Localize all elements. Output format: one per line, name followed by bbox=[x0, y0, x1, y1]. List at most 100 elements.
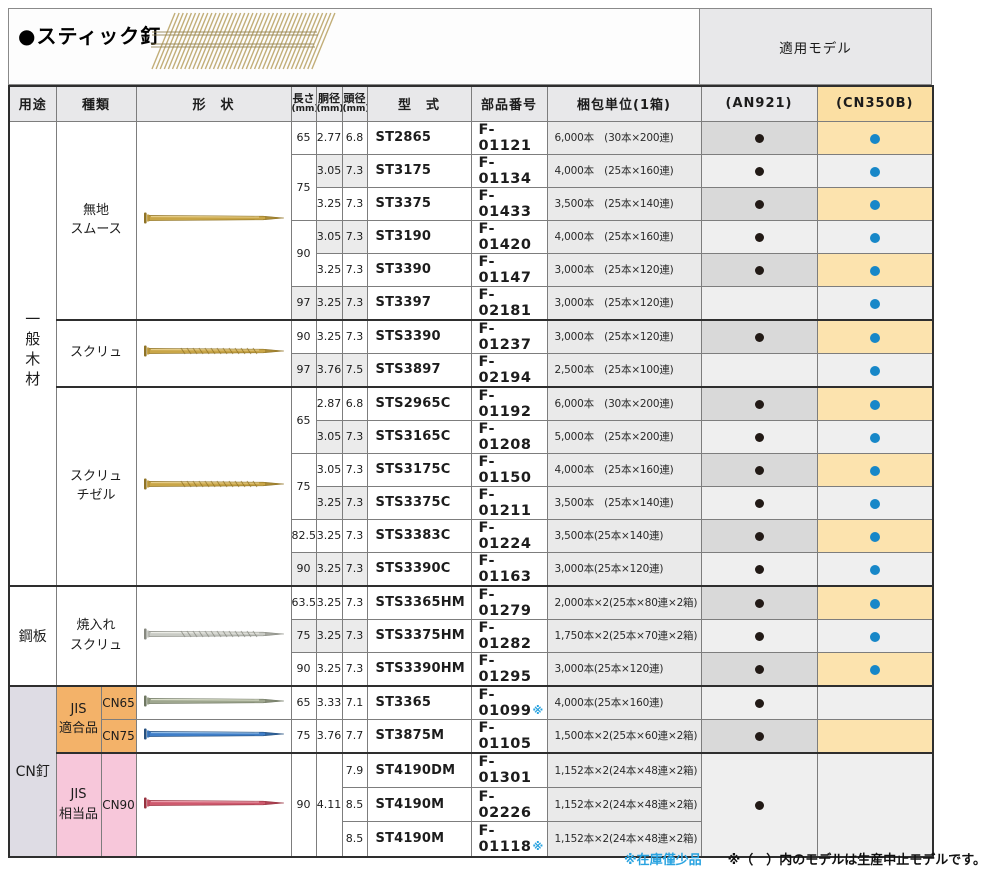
cn350b-dot bbox=[869, 432, 880, 443]
table-row: JIS 相当品 CN90 90 4.11 7.9 ST4190DM F-01301 1,152本… bbox=[9, 751, 934, 858]
usage-cell: 鋼板 bbox=[8, 584, 57, 686]
part-no-cell: F-01105 bbox=[470, 718, 548, 753]
packing-cell: 3,000本 (25本×120連) bbox=[546, 252, 702, 287]
model-cell: STS3897 bbox=[366, 352, 472, 387]
table-row: 75 3.25 7.3 STS3375HM F-01282 1,750本×2(25本×70… bbox=[9, 618, 934, 653]
cn350b-cell bbox=[816, 285, 934, 320]
table-row: スクリュ チゼル 65 2.87 6.8 STS2965C F-01192 6,000本 (3… bbox=[9, 385, 934, 586]
head-dia-cell: 7.1 bbox=[341, 684, 368, 720]
nail-graphic bbox=[143, 695, 284, 706]
shank-dia-cell: 3.25 bbox=[315, 285, 343, 320]
packing-cell: 6,000本 (30本×200連) bbox=[546, 385, 702, 421]
an921-dot bbox=[754, 167, 764, 176]
an921-cell bbox=[700, 618, 818, 653]
footnote-discontinued: ※（ ）内のモデルは生産中止モデルです。 bbox=[727, 853, 986, 868]
col-header-type: 種類 bbox=[55, 85, 137, 122]
an921-dot bbox=[754, 565, 764, 574]
shape-cell-gold_screw bbox=[135, 318, 292, 387]
shank-dia-cell: 3.05 bbox=[315, 219, 343, 254]
part-no-cell: F-02194 bbox=[470, 352, 548, 387]
col-header-shank-dia: 胴径 (mm) bbox=[315, 85, 343, 122]
an921-dot bbox=[754, 233, 764, 242]
cn350b-cell bbox=[816, 120, 934, 155]
head-dia-cell: 7.3 bbox=[341, 618, 368, 653]
packing-cell: 4,000本 (25本×160連) bbox=[546, 219, 702, 254]
cn350b-dot bbox=[869, 664, 880, 675]
part-no-cell: F-01163 bbox=[470, 551, 548, 586]
shank-dia-cell: 3.25 bbox=[315, 584, 343, 620]
head-dia-cell: 7.5 bbox=[341, 352, 368, 387]
usage-cell: CN釘 bbox=[8, 684, 57, 858]
head-dia-cell: 7.9 bbox=[341, 751, 368, 788]
cn350b-cell bbox=[816, 551, 934, 586]
type-cell: 焼入れ スクリュ bbox=[55, 584, 137, 686]
cn350b-dot bbox=[869, 465, 880, 476]
cn350b-dot bbox=[869, 265, 880, 276]
model-cell: STS3375C bbox=[366, 485, 472, 520]
shank-dia-cell: 3.76 bbox=[315, 352, 343, 387]
an921-dot bbox=[754, 532, 764, 541]
model-cell: ST3397 bbox=[366, 285, 472, 320]
an921-cell bbox=[700, 751, 818, 858]
shank-dia-cell: 3.05 bbox=[315, 153, 343, 188]
col-header-shape: 形 状 bbox=[135, 85, 292, 122]
type-cell: スクリュ チゼル bbox=[55, 385, 137, 586]
cn350b-dot bbox=[869, 133, 880, 144]
part-no-cell: F-01118※ bbox=[470, 821, 548, 858]
model-cell: ST3175 bbox=[366, 153, 472, 188]
an921-cell bbox=[700, 684, 818, 720]
head-dia-cell: 7.3 bbox=[341, 219, 368, 254]
length-cell: 75 bbox=[290, 718, 317, 753]
packing-cell: 4,000本 (25本×160連) bbox=[546, 153, 702, 188]
part-no-cell: F-01282 bbox=[470, 618, 548, 653]
packing-cell: 5,000本 (25本×200連) bbox=[546, 419, 702, 454]
type-cell: JIS 適合品 bbox=[55, 684, 102, 753]
packing-cell: 3,000本(25本×120連) bbox=[546, 651, 702, 686]
nail-graphic bbox=[143, 628, 284, 639]
model-cell: STS3383C bbox=[366, 518, 472, 553]
model-cell: STS3175C bbox=[366, 452, 472, 487]
shank-dia-cell: 3.33 bbox=[315, 684, 343, 720]
an921-dot bbox=[754, 466, 764, 475]
table-row: 90 3.25 7.3 STS3390HM F-01295 3,000本(25本×120連… bbox=[9, 651, 934, 686]
head-dia-cell: 7.3 bbox=[341, 651, 368, 686]
packing-cell: 3,500本 (25本×140連) bbox=[546, 186, 702, 221]
cn350b-dot bbox=[869, 199, 880, 210]
model-cell: STS2965C bbox=[366, 385, 472, 421]
an921-cell bbox=[700, 120, 818, 155]
part-no-cell: F-01301 bbox=[470, 751, 548, 788]
cn350b-dot bbox=[869, 332, 880, 343]
model-cell: STS3375HM bbox=[366, 618, 472, 653]
length-cell: 90 bbox=[290, 551, 317, 586]
an921-cell bbox=[700, 153, 818, 188]
packing-cell: 3,500本(25本×140連) bbox=[546, 518, 702, 553]
page-title: ●スティック釘 bbox=[18, 24, 162, 48]
packing-cell: 1,152本×2(24本×48連×2箱) bbox=[546, 786, 702, 823]
col-header-model: 型 式 bbox=[366, 85, 472, 122]
cn350b-dot bbox=[869, 365, 880, 376]
part-no-cell: F-01211 bbox=[470, 485, 548, 520]
table-row: 3.25 7.3 ST3390 F-01147 3,000本 (25本×120連) bbox=[9, 252, 934, 287]
packing-cell: 2,500本 (25本×100連) bbox=[546, 352, 702, 387]
shank-dia-cell: 3.25 bbox=[315, 485, 343, 520]
an921-dot bbox=[754, 801, 764, 811]
table-row: CN釘 JIS 適合品 CN65 65 3.33 7.1 ST3365 F-01099※ 4,00… bbox=[8, 684, 934, 858]
head-dia-cell: 7.3 bbox=[341, 285, 368, 320]
head-dia-cell: 8.5 bbox=[341, 786, 368, 823]
an921-dot bbox=[754, 632, 764, 641]
table-row: 8.5 ST4190M F-01118※ 1,152本×2(24本×48連×2箱) bbox=[9, 821, 933, 858]
shank-dia-cell: 3.25 bbox=[315, 618, 343, 653]
cn350b-dot bbox=[869, 498, 880, 509]
shank-dia-cell: 3.05 bbox=[315, 452, 343, 487]
product-table-body: 一般木材 無地 スムース 65 2.77 6.8 ST2865 F-01121 6,000本 (… bbox=[8, 120, 934, 858]
shank-dia-cell: 2.87 bbox=[315, 385, 343, 421]
an921-cell bbox=[700, 551, 818, 586]
cn-size-cell: CN65 bbox=[100, 684, 137, 720]
model-cell: ST3365 bbox=[366, 684, 472, 720]
col-header-head-dia: 頭径 (mm) bbox=[341, 85, 368, 122]
an921-dot bbox=[754, 433, 764, 442]
table-row: 97 3.25 7.3 ST3397 F-02181 3,000本 (25本×120連) bbox=[9, 285, 934, 320]
length-cell: 90 bbox=[290, 651, 317, 686]
model-cell: STS3165C bbox=[366, 419, 472, 454]
